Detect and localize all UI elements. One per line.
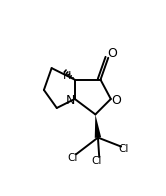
Text: Cl: Cl xyxy=(119,144,129,154)
Polygon shape xyxy=(95,114,101,138)
Text: Cl: Cl xyxy=(67,153,77,163)
Text: O: O xyxy=(111,94,121,107)
Text: N: N xyxy=(66,94,76,107)
Text: H: H xyxy=(63,71,71,81)
Text: O: O xyxy=(107,47,117,60)
Text: Cl: Cl xyxy=(91,156,102,166)
